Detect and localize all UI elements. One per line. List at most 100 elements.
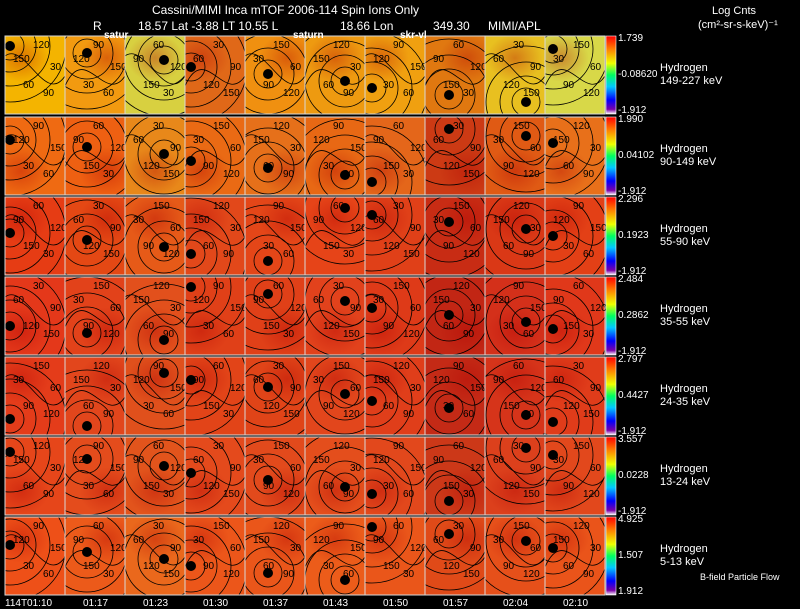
contour-label: 90	[563, 481, 575, 492]
contour-label: 150	[230, 303, 247, 314]
saturn-label-1: satur	[104, 30, 129, 41]
contour-label: 30	[403, 569, 415, 580]
contour-label: 120	[43, 409, 60, 420]
contour-label: 120	[50, 223, 67, 234]
colorbar	[606, 117, 616, 195]
contour-label: 90	[153, 361, 165, 372]
contour-label: 90	[350, 303, 362, 314]
contour-label: 120	[563, 401, 580, 412]
contour-label: 150	[133, 295, 150, 306]
planet-marker	[5, 540, 15, 550]
contour-label: 30	[403, 169, 415, 180]
energy-channel-label: Hydrogen 5-13 keV	[660, 543, 708, 569]
contour-label: 90	[403, 409, 415, 420]
contour-label: 60	[110, 303, 122, 314]
colorbar-mid: 0.0228	[618, 470, 649, 481]
contour-label: 60	[143, 321, 155, 332]
sky-map-panel	[124, 356, 186, 436]
contour-label: 120	[223, 169, 240, 180]
planet-marker	[367, 177, 377, 187]
colorbar-max: 2.296	[618, 194, 644, 205]
contour-label: 150	[563, 321, 580, 332]
contour-label: 120	[13, 535, 30, 546]
contour-label: 30	[383, 481, 395, 492]
contour-label: 150	[170, 383, 187, 394]
sky-map-panel	[4, 436, 66, 516]
colorbar	[606, 277, 616, 355]
planet-marker	[444, 403, 454, 413]
contour-label: 90	[503, 561, 515, 572]
contour-label: 60	[43, 569, 55, 580]
contour-label: 120	[590, 303, 607, 314]
species-label: Hydrogen	[660, 62, 708, 74]
planet-marker	[186, 561, 196, 571]
sky-map-panel	[484, 276, 546, 356]
contour-label: 150	[410, 62, 427, 73]
contour-label: 150	[433, 295, 450, 306]
sky-map-panel	[364, 196, 426, 276]
contour-label: 90	[530, 463, 542, 474]
planet-marker	[367, 396, 377, 406]
r-label: R	[93, 19, 102, 33]
contour-label: 60	[133, 135, 145, 146]
contour-label: 120	[343, 409, 360, 420]
species-label: Hydrogen	[660, 543, 708, 555]
planet-marker	[159, 55, 169, 65]
contour-label: 90	[93, 441, 105, 452]
contour-label: 30	[493, 535, 505, 546]
contour-label: 60	[13, 295, 25, 306]
contour-label: 30	[350, 463, 362, 474]
contour-label: 150	[553, 135, 570, 146]
contour-label: 90	[393, 441, 405, 452]
sky-map-panel	[424, 116, 486, 196]
sky-map-panel	[244, 276, 306, 356]
contour-label: 150	[163, 569, 180, 580]
position-readout: 18.57 Lat -3.88 LT 10.55 L	[138, 19, 279, 33]
contour-label: 60	[453, 40, 465, 51]
contour-label: 90	[433, 455, 445, 466]
contour-label: 30	[470, 303, 482, 314]
sky-map-panel	[64, 516, 126, 596]
contour-label: 120	[33, 441, 50, 452]
contour-label: 120	[383, 241, 400, 252]
contour-label: 90	[513, 281, 525, 292]
contour-label: 120	[283, 88, 300, 99]
contour-label: 60	[583, 249, 595, 260]
contour-label: 30	[263, 241, 275, 252]
contour-label: 120	[133, 375, 150, 386]
contour-label: 120	[83, 241, 100, 252]
planet-marker	[186, 282, 196, 292]
contour-label: 60	[50, 383, 62, 394]
planet-marker	[5, 41, 15, 51]
contour-label: 60	[433, 535, 445, 546]
contour-label: 30	[193, 135, 205, 146]
contour-label: 150	[470, 383, 487, 394]
contour-label: 30	[50, 62, 62, 73]
colorbar-mid: -0.08620	[618, 69, 658, 80]
planet-marker	[521, 224, 531, 234]
contour-label: 60	[33, 201, 45, 212]
colorbar-mid: 0.2862	[618, 310, 649, 321]
saturn-label-2: saturn	[293, 30, 324, 41]
contour-label: 60	[493, 455, 505, 466]
contour-label: 30	[253, 455, 265, 466]
contour-label: 60	[403, 88, 415, 99]
colorbar-max: 1.990	[618, 114, 644, 125]
contour-label: 90	[333, 121, 345, 132]
sky-map-panel	[424, 436, 486, 516]
contour-label: 150	[213, 121, 230, 132]
contour-label: 120	[443, 561, 460, 572]
contour-label: 60	[83, 401, 95, 412]
sky-map-panel	[184, 516, 246, 596]
sky-map-panel	[64, 276, 126, 356]
plot-title: Cassini/MIMI Inca mTOF 2006-114 Spin Ion…	[152, 3, 419, 17]
contour-label: 30	[290, 543, 302, 554]
contour-label: 30	[573, 361, 585, 372]
contour-label: 150	[110, 62, 127, 73]
planet-marker	[5, 414, 15, 424]
planet-marker	[340, 482, 350, 492]
time-tick-label: 01:17	[83, 598, 109, 609]
colorbar-mid: 1.507	[618, 550, 644, 561]
sky-map-panel	[184, 436, 246, 516]
contour-label: 30	[523, 409, 535, 420]
